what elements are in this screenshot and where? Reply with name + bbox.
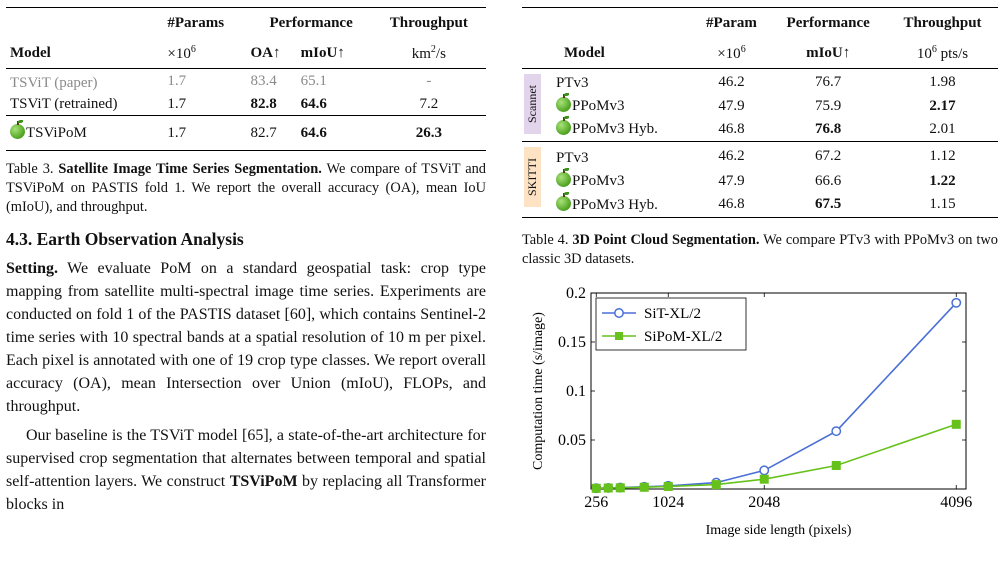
apple-icon <box>556 191 571 211</box>
table4-model-header: Model <box>564 44 605 61</box>
data-point <box>639 482 649 492</box>
table3-model-header: Model <box>10 44 51 61</box>
legend-marker <box>614 308 624 318</box>
table-row: PPoMv3 47.9 66.6 1.22 <box>522 168 998 192</box>
x-tick-label: 4096 <box>940 494 972 511</box>
group-label-scannet: Scannet <box>524 74 541 134</box>
x-tick-label: 1024 <box>652 494 684 511</box>
data-point <box>831 426 842 437</box>
table4-performance-header: Performance <box>786 14 870 31</box>
table-row: SKITTI PTv3 46.2 67.2 1.12 <box>522 141 998 207</box>
computation-time-chart: 256 1024 2048 4096 0.05 0.1 0.15 0.2 Image side … <box>531 285 972 538</box>
table-row: TSViT (paper) 1.7 83.4 65.1 - <box>6 68 486 94</box>
data-point <box>603 483 613 493</box>
table-row: PPoMv3 Hyb. 46.8 76.8 2.01 <box>522 116 998 142</box>
data-point <box>951 419 961 429</box>
table3-performance-header: Performance <box>269 14 353 31</box>
legend-box <box>595 297 747 351</box>
data-point <box>711 480 721 490</box>
table-row: TSViT (retrained) 1.7 82.8 64.6 7.2 <box>10 95 439 112</box>
y-tick-label: 0.1 <box>566 383 586 400</box>
table-row: Scannet PTv3 46.2 76.7 1.98 <box>522 68 998 134</box>
table-row: TSViPoM 1.7 82.7 64.6 26.3 <box>6 115 486 151</box>
left-column: #Params Performance Throughput Model ×10… <box>6 0 486 516</box>
apple-icon <box>10 120 25 139</box>
x-axis-label: Image side length (pixels) <box>706 523 852 538</box>
table4-throughput-header: Throughput <box>903 14 982 31</box>
table4-header-row2: Model ×106 mIoU↑ 106 pts/s <box>522 38 998 69</box>
data-point <box>591 483 601 493</box>
y-axis-label: Computation time (s/image) <box>531 312 546 470</box>
data-point <box>663 481 673 491</box>
x-tick-label: 2048 <box>748 494 780 511</box>
table3-oa-header: OA↑ <box>250 44 281 61</box>
paragraph: Setting. We evaluate PoM on a standard g… <box>6 260 486 415</box>
legend-marker <box>615 332 623 340</box>
apple-icon <box>556 93 571 112</box>
data-point <box>759 474 769 484</box>
y-tick-label: 0.05 <box>558 432 586 449</box>
table-row: PPoMv3 Hyb. 46.8 67.5 1.15 <box>522 191 998 218</box>
table4-caption: Table 4. 3D Point Cloud Segmentation. We… <box>522 232 998 267</box>
table3-params-header: #Params <box>167 14 225 31</box>
apple-icon <box>556 116 571 135</box>
table3-header-row2: Model ×106 OA↑ mIoU↑ km2/s <box>6 38 486 69</box>
table4-header-row1: #Param Performance Throughput <box>522 7 998 39</box>
table3: #Params Performance Throughput Model ×10… <box>6 7 486 151</box>
table4-throughput-unit: 106 pts/s <box>916 43 969 62</box>
table3-caption: Table 3. Satellite Image Time Series Seg… <box>6 161 486 215</box>
section-heading: 4.3. Earth Observation Analysis <box>6 229 244 249</box>
table4: #Param Performance Throughput Model ×106… <box>522 7 998 218</box>
table3-miou-header: mIoU↑ <box>300 44 345 61</box>
y-tick-label: 0.15 <box>558 334 586 351</box>
x-tick-label: 256 <box>584 494 608 511</box>
table-row: PPoMv3 47.9 75.9 2.17 <box>522 93 998 117</box>
table3-params-unit: ×106 <box>167 43 196 62</box>
data-point <box>831 460 841 470</box>
table3-throughput-header: Throughput <box>389 14 468 31</box>
data-point <box>759 465 770 476</box>
paragraph: Our baseline is the TSViT model [65], a … <box>6 427 486 513</box>
apple-icon <box>556 168 571 187</box>
data-point <box>951 297 962 308</box>
table3-throughput-unit: km2/s <box>411 43 446 62</box>
table4-param-unit: ×106 <box>717 43 746 62</box>
y-tick-label: 0.2 <box>566 285 586 302</box>
series-line-2 <box>596 423 957 490</box>
legend-label: SiPoM-XL/2 <box>644 329 722 345</box>
table4-miou-header: mIoU↑ <box>806 44 851 61</box>
group-label-skitti: SKITTI <box>524 147 541 207</box>
data-point <box>615 483 625 493</box>
table3-header-row1: #Params Performance Throughput <box>6 7 486 39</box>
legend-label: SiT-XL/2 <box>644 306 701 322</box>
right-column: #Param Performance Throughput Model ×106… <box>522 0 998 538</box>
table4-param-header: #Param <box>706 14 757 31</box>
